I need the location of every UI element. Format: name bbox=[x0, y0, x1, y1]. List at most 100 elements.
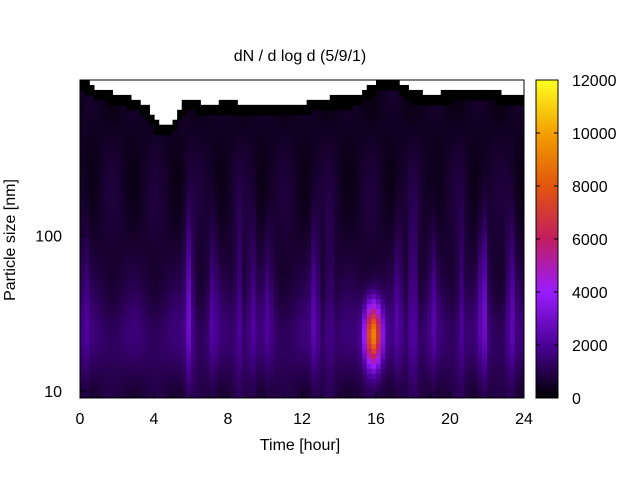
heatmap-cell bbox=[426, 134, 433, 141]
heatmap-cell bbox=[408, 174, 414, 180]
heatmap-cell bbox=[265, 209, 271, 215]
heatmap-cell bbox=[144, 229, 150, 235]
heatmap-cell bbox=[274, 253, 280, 260]
heatmap-cell bbox=[454, 204, 460, 210]
heatmap-cell bbox=[302, 258, 308, 265]
heatmap-cell bbox=[297, 303, 303, 310]
heatmap-cell bbox=[389, 343, 396, 349]
heatmap-cell bbox=[144, 194, 150, 200]
heatmap-cell bbox=[269, 318, 275, 325]
heatmap-cell bbox=[440, 169, 446, 176]
heatmap-cell bbox=[283, 368, 289, 374]
heatmap-cell bbox=[103, 248, 109, 255]
heatmap-cell bbox=[200, 124, 206, 131]
heatmap-cell bbox=[343, 323, 349, 330]
heatmap-cell bbox=[177, 164, 183, 171]
heatmap-cell bbox=[315, 293, 322, 300]
heatmap-cell bbox=[454, 134, 460, 141]
heatmap-cell bbox=[167, 323, 174, 330]
heatmap-cell bbox=[445, 144, 451, 151]
heatmap-cell bbox=[329, 169, 335, 176]
heatmap-cell bbox=[163, 189, 169, 195]
heatmap-cell bbox=[288, 179, 294, 185]
heatmap-cell bbox=[218, 139, 224, 146]
heatmap-cell bbox=[431, 164, 437, 171]
heatmap-cell bbox=[376, 308, 382, 315]
heatmap-cell bbox=[408, 258, 414, 265]
heatmap-cell bbox=[422, 149, 428, 156]
heatmap-cell bbox=[371, 258, 377, 265]
heatmap-cell bbox=[260, 253, 266, 260]
heatmap-cell bbox=[158, 169, 164, 176]
heatmap-cell bbox=[140, 323, 146, 330]
heatmap-cell bbox=[408, 293, 414, 300]
heatmap-cell bbox=[181, 343, 187, 349]
heatmap-cell bbox=[440, 139, 446, 146]
heatmap-cell bbox=[366, 343, 372, 349]
heatmap-cell bbox=[283, 229, 289, 235]
heatmap-cell bbox=[459, 318, 465, 325]
heatmap-cell bbox=[343, 263, 349, 270]
heatmap-cell bbox=[149, 378, 155, 384]
heatmap-cell bbox=[237, 318, 243, 325]
heatmap-cell bbox=[84, 174, 90, 180]
heatmap-cell bbox=[89, 174, 95, 180]
heatmap-cell bbox=[306, 333, 312, 339]
heatmap-cell bbox=[394, 298, 400, 305]
heatmap-cell bbox=[107, 393, 113, 398]
heatmap-cell bbox=[186, 129, 192, 136]
heatmap-cell bbox=[167, 328, 174, 335]
heatmap-cell bbox=[348, 139, 354, 146]
heatmap-cell bbox=[98, 124, 104, 131]
heatmap-cell bbox=[130, 383, 137, 389]
heatmap-cell bbox=[306, 114, 312, 121]
heatmap-cell bbox=[385, 323, 391, 330]
heatmap-cell bbox=[84, 343, 90, 349]
heatmap-cell bbox=[255, 313, 261, 320]
heatmap-cell bbox=[311, 388, 317, 394]
heatmap-cell bbox=[440, 373, 446, 379]
heatmap-cell bbox=[154, 268, 160, 275]
heatmap-cell bbox=[297, 134, 303, 141]
heatmap-cell bbox=[371, 243, 377, 250]
heatmap-cell bbox=[103, 323, 109, 330]
heatmap-cell bbox=[362, 373, 368, 379]
heatmap-cell bbox=[334, 219, 340, 225]
heatmap-cell bbox=[98, 383, 104, 389]
heatmap-cell bbox=[302, 283, 308, 290]
heatmap-cell bbox=[306, 338, 312, 344]
heatmap-cell bbox=[223, 184, 229, 190]
heatmap-cell bbox=[103, 109, 109, 116]
heatmap-cell bbox=[426, 184, 433, 190]
heatmap-cell bbox=[269, 353, 275, 359]
heatmap-cell bbox=[209, 174, 215, 180]
heatmap-cell bbox=[459, 273, 465, 280]
heatmap-cell bbox=[232, 248, 238, 255]
heatmap-cell bbox=[107, 243, 113, 250]
heatmap-cell bbox=[84, 189, 90, 195]
heatmap-cell bbox=[366, 268, 372, 275]
heatmap-cell bbox=[255, 243, 261, 250]
heatmap-cell bbox=[204, 283, 211, 290]
heatmap-cell bbox=[292, 288, 298, 295]
heatmap-cell bbox=[218, 273, 224, 280]
heatmap-cell bbox=[181, 109, 187, 116]
heatmap-cell bbox=[218, 343, 224, 349]
heatmap-cell bbox=[228, 174, 234, 180]
heatmap-cell bbox=[126, 333, 132, 339]
heatmap-cell bbox=[315, 169, 322, 176]
heatmap-cell bbox=[385, 313, 391, 320]
heatmap-cell bbox=[376, 293, 382, 300]
heatmap-cell bbox=[214, 263, 220, 270]
heatmap-cell bbox=[232, 149, 238, 156]
heatmap-cell bbox=[385, 358, 391, 364]
heatmap-cell bbox=[454, 89, 460, 96]
heatmap-cell bbox=[214, 273, 220, 280]
heatmap-cell bbox=[241, 154, 248, 161]
heatmap-cell bbox=[306, 174, 312, 180]
heatmap-cell bbox=[200, 273, 206, 280]
heatmap-cell bbox=[288, 104, 294, 111]
heatmap-cell bbox=[251, 388, 257, 394]
heatmap-cell bbox=[181, 194, 187, 200]
heatmap-cell bbox=[154, 194, 160, 200]
